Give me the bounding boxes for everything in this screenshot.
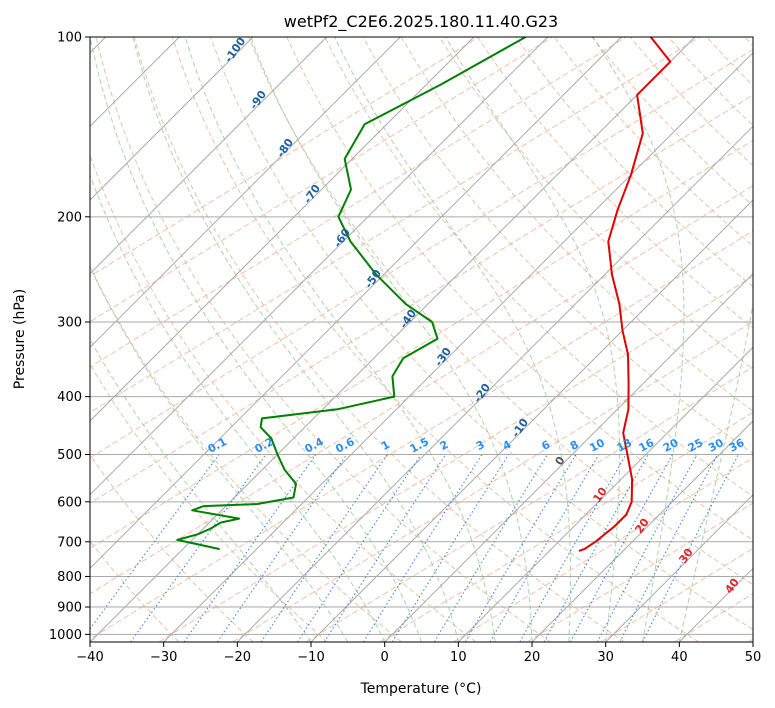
dry-adiabat-line [324, 37, 753, 498]
y-tick-label: 500 [57, 448, 82, 463]
mixing-ratio-label: 36 [727, 436, 747, 455]
dry-adiabat-line [90, 265, 403, 642]
isotherm-line [236, 125, 753, 642]
y-tick-label: 1000 [49, 628, 82, 643]
chart-title: wetPf2_C2E6.2025.180.11.40.G23 [284, 12, 558, 32]
isotherm-line [90, 37, 549, 496]
mixing-ratio-line [130, 454, 267, 642]
isotherm-line [531, 420, 753, 642]
mixing-ratio-label: 30 [706, 436, 726, 455]
moist-adiabat-line [445, 37, 621, 642]
isotherm-line [90, 37, 328, 275]
y-tick-label: 800 [57, 570, 82, 585]
mixing-ratio-line [596, 454, 698, 642]
moist-adiabat-line [90, 173, 386, 642]
equivalent-temp-line [379, 411, 753, 642]
x-tick-label: −40 [76, 650, 103, 665]
moist-adiabat-line [334, 37, 571, 642]
y-axis-label: Pressure (hPa) [12, 289, 28, 389]
y-tick-label: 300 [57, 315, 82, 330]
equivalent-temp-line [90, 230, 753, 640]
dry-adiabat-line [90, 153, 477, 642]
dry-adiabat-line [95, 37, 551, 642]
dry-adiabat-line [90, 453, 254, 642]
dry-adiabat-line [400, 37, 753, 412]
x-tick-label: −10 [297, 650, 324, 665]
mixing-ratio-label: 10 [587, 436, 607, 455]
dry-adiabat-line [171, 37, 700, 642]
mixing-ratio-line [433, 454, 548, 642]
mixing-ratio-line [323, 454, 447, 642]
moist-adiabat-line [592, 37, 685, 642]
x-tick-label: −30 [150, 650, 177, 665]
x-tick-label: −20 [224, 650, 251, 665]
mixing-ratio-line [519, 454, 627, 642]
y-tick-label: 400 [57, 390, 82, 405]
isotherm-line [90, 37, 401, 349]
equivalent-temp-line [305, 366, 753, 642]
dry-adiabat-line [90, 540, 180, 642]
x-tick-label: 20 [524, 650, 541, 665]
mixing-ratio-line [489, 454, 600, 642]
dry-adiabat-line [210, 37, 753, 631]
isotherm-line [163, 51, 753, 642]
equivalent-temp-line [232, 321, 753, 642]
isotherm-line [90, 37, 696, 642]
equivalent-temp-line [158, 275, 753, 642]
y-tick-label: 700 [57, 535, 82, 550]
equivalent-temp-line [453, 457, 753, 642]
dry-adiabat-line [362, 37, 753, 455]
x-tick-label: 30 [597, 650, 614, 665]
plot-frame [89, 36, 754, 643]
mixing-ratio-label: 20 [661, 436, 681, 455]
dry-adiabat-line [286, 37, 753, 541]
isotherm-line [90, 37, 622, 570]
equivalent-temp-line [90, 94, 753, 504]
equivalent-temp-line [90, 139, 753, 549]
mixing-ratio-line [569, 454, 673, 642]
x-tick-label: 40 [671, 650, 688, 665]
moist-adiabat-line [90, 37, 422, 642]
isotherm-line [384, 272, 753, 642]
axes: −40 −30 −20 −10 0 10 20 30 40 50 100 200 300 400 500 60… [49, 31, 761, 666]
mixing-ratio-line [260, 454, 388, 642]
isotherm-line [90, 37, 254, 201]
y-tick-label: 100 [57, 31, 82, 46]
dry-adiabat-line [438, 37, 753, 370]
isotherm-line [90, 37, 475, 422]
moist-adiabat-line [90, 265, 349, 642]
temperature-profile-line [578, 37, 672, 552]
x-tick-label: 10 [450, 650, 467, 665]
isotherm-line [310, 199, 753, 642]
mixing-ratio-line [216, 454, 348, 642]
dry-adiabat-line [133, 37, 625, 642]
mixing-ratio-label: 13 [615, 436, 635, 455]
equivalent-temp-line [90, 185, 753, 595]
y-tick-label: 200 [57, 210, 82, 225]
plot-area [90, 37, 753, 642]
isotherm-line [605, 493, 753, 642]
x-axis-label: Temperature (°C) [360, 681, 482, 697]
moist-adiabat-line [184, 37, 496, 642]
y-tick-label: 900 [57, 600, 82, 615]
isotherm-line [457, 346, 753, 642]
moist-adiabat-line [678, 301, 753, 642]
moist-adiabat-line [250, 37, 533, 642]
x-tick-label: 0 [381, 650, 389, 665]
dry-adiabat-line [248, 37, 753, 586]
dry-adiabat-line [90, 363, 328, 642]
mixing-ratio-label: 16 [637, 436, 657, 455]
mixing-ratio-line [297, 454, 422, 642]
mixing-ratio-line [90, 454, 220, 630]
mixing-ratio-line [464, 454, 577, 642]
mixing-ratio-line [183, 454, 317, 642]
mixing-ratio-label: 25 [686, 436, 706, 455]
moist-adiabat-line [132, 37, 459, 642]
dewpoint-profile-line [176, 37, 527, 551]
dry-adiabat-line [515, 37, 753, 288]
x-tick-label: 50 [745, 650, 762, 665]
y-tick-label: 600 [57, 495, 82, 510]
